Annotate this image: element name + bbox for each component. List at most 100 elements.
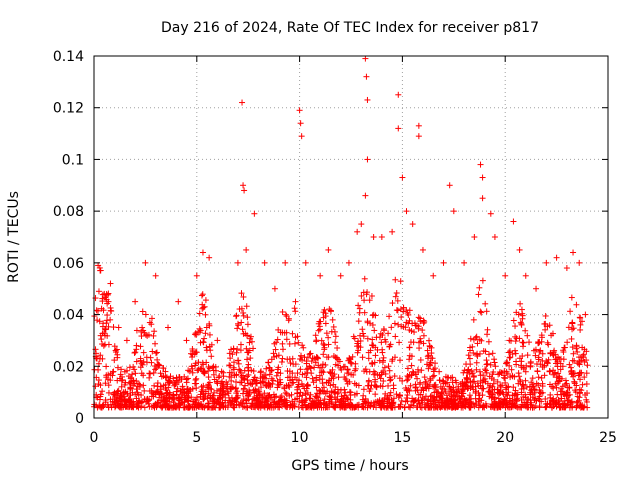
data-point bbox=[319, 361, 326, 368]
data-point bbox=[118, 393, 125, 400]
data-point bbox=[141, 387, 148, 394]
data-point bbox=[247, 355, 254, 362]
data-point bbox=[363, 73, 370, 80]
data-point bbox=[219, 385, 226, 392]
data-point bbox=[244, 321, 251, 328]
data-point bbox=[148, 315, 155, 322]
data-point bbox=[184, 392, 191, 399]
data-point bbox=[327, 382, 334, 389]
data-point bbox=[430, 397, 437, 404]
data-point bbox=[577, 314, 584, 321]
data-point bbox=[365, 355, 372, 362]
data-point bbox=[125, 373, 132, 380]
data-point bbox=[380, 354, 387, 361]
data-point bbox=[360, 386, 367, 393]
data-point bbox=[130, 398, 137, 405]
data-point bbox=[239, 326, 246, 333]
data-point bbox=[563, 265, 570, 272]
data-point bbox=[320, 341, 327, 348]
data-point bbox=[477, 402, 484, 409]
data-point bbox=[303, 358, 310, 365]
data-point bbox=[321, 346, 328, 353]
data-point bbox=[475, 390, 482, 397]
data-point bbox=[484, 360, 491, 367]
data-point bbox=[432, 384, 439, 391]
data-point bbox=[427, 398, 434, 405]
data-point bbox=[274, 336, 281, 343]
data-point bbox=[287, 360, 294, 367]
data-point bbox=[531, 396, 538, 403]
data-point bbox=[289, 404, 296, 411]
data-point bbox=[416, 345, 423, 352]
data-point bbox=[389, 228, 396, 235]
data-point bbox=[104, 401, 111, 408]
data-point bbox=[409, 368, 416, 375]
data-point bbox=[193, 349, 200, 356]
data-point bbox=[380, 378, 387, 385]
data-point bbox=[377, 382, 384, 389]
data-point bbox=[485, 338, 492, 345]
data-point bbox=[571, 378, 578, 385]
data-point bbox=[243, 345, 250, 352]
data-point bbox=[131, 366, 138, 373]
data-point bbox=[575, 360, 582, 367]
data-point bbox=[417, 335, 424, 342]
data-point bbox=[234, 325, 241, 332]
data-point bbox=[99, 341, 106, 348]
data-point bbox=[582, 311, 589, 318]
data-point bbox=[266, 371, 273, 378]
data-point bbox=[250, 376, 257, 383]
data-point bbox=[145, 400, 152, 407]
data-point bbox=[559, 400, 566, 407]
data-point bbox=[378, 339, 385, 346]
data-point bbox=[96, 318, 103, 325]
data-point bbox=[346, 355, 353, 362]
data-point bbox=[412, 322, 419, 329]
data-point bbox=[478, 309, 485, 316]
data-point bbox=[302, 391, 309, 398]
data-point bbox=[364, 96, 371, 103]
data-point bbox=[248, 381, 255, 388]
data-point bbox=[161, 401, 168, 408]
data-point bbox=[567, 399, 574, 406]
data-point bbox=[499, 401, 506, 408]
data-point bbox=[508, 366, 515, 373]
data-point bbox=[138, 392, 145, 399]
data-point bbox=[527, 363, 534, 370]
data-point bbox=[173, 404, 180, 411]
data-point bbox=[574, 393, 581, 400]
data-point bbox=[417, 379, 424, 386]
data-point bbox=[419, 246, 426, 253]
data-point bbox=[113, 349, 120, 356]
data-point bbox=[301, 354, 308, 361]
data-point bbox=[573, 343, 580, 350]
data-point bbox=[361, 275, 368, 282]
data-point bbox=[110, 368, 117, 375]
data-point bbox=[238, 399, 245, 406]
data-point bbox=[303, 404, 310, 411]
data-point bbox=[202, 297, 209, 304]
data-point bbox=[416, 400, 423, 407]
data-point bbox=[208, 386, 215, 393]
data-point bbox=[487, 210, 494, 217]
data-point bbox=[302, 259, 309, 266]
data-point bbox=[309, 375, 316, 382]
data-point bbox=[552, 400, 559, 407]
data-point bbox=[450, 208, 457, 215]
data-point bbox=[406, 326, 413, 333]
data-point bbox=[241, 187, 248, 194]
data-point bbox=[203, 324, 210, 331]
data-point bbox=[403, 319, 410, 326]
data-point bbox=[107, 307, 114, 314]
data-point bbox=[231, 359, 238, 366]
data-point bbox=[95, 377, 102, 384]
data-point bbox=[131, 349, 138, 356]
data-point bbox=[570, 249, 577, 256]
data-point bbox=[555, 401, 562, 408]
data-point bbox=[510, 317, 517, 324]
data-point bbox=[581, 358, 588, 365]
y-tick-label: 0.04 bbox=[53, 308, 84, 324]
data-point bbox=[372, 352, 379, 359]
data-point bbox=[584, 390, 591, 397]
data-point bbox=[175, 395, 182, 402]
